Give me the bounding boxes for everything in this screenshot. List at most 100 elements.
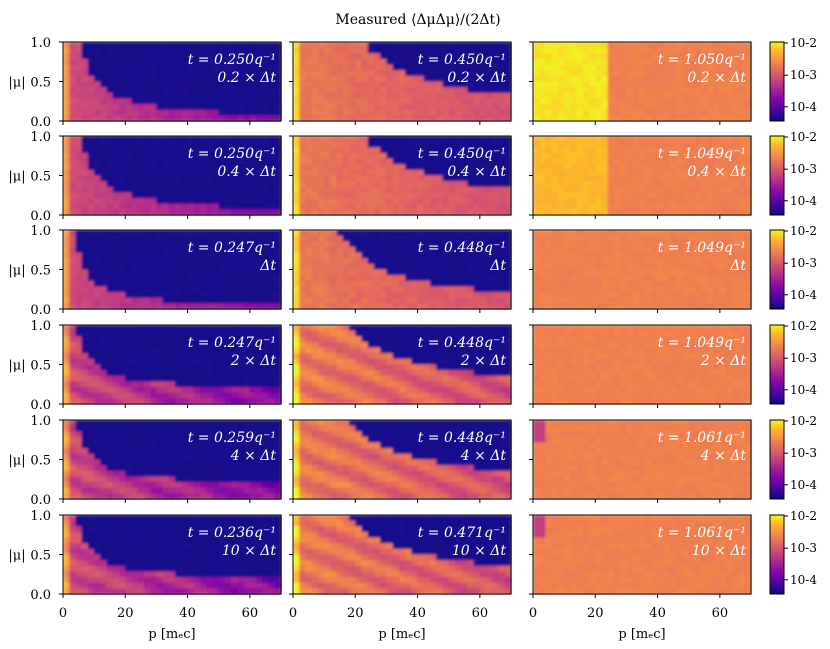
heatmap-cell	[231, 181, 238, 188]
heatmap-cell	[694, 235, 702, 242]
heatmap-cell	[324, 246, 331, 254]
heatmap-cell	[243, 104, 251, 111]
heatmap-cell	[224, 280, 232, 288]
heatmap-cell	[448, 53, 456, 60]
heatmap-cell	[243, 341, 251, 349]
heatmap-cell	[417, 186, 425, 194]
heatmap-cell	[498, 58, 506, 66]
heatmap-cell	[626, 186, 634, 194]
heatmap-cell	[694, 81, 702, 88]
heatmap-cell	[231, 109, 238, 116]
heatmap-cell	[670, 87, 677, 94]
heatmap-cell	[212, 209, 220, 216]
heatmap-cell	[150, 381, 158, 388]
heatmap-cell	[94, 341, 101, 349]
heatmap-cell	[582, 181, 590, 188]
heatmap-cell	[430, 47, 437, 54]
heatmap-cell	[601, 115, 609, 122]
heatmap-cell	[486, 98, 493, 105]
heatmap-cell	[367, 152, 375, 160]
heatmap-cell	[392, 141, 400, 148]
heatmap-cell	[112, 241, 120, 248]
heatmap-cell	[311, 198, 319, 205]
heatmap-cell	[355, 47, 363, 54]
heatmap-cell	[106, 192, 114, 199]
heatmap-cell	[539, 158, 547, 165]
heatmap-cell	[492, 70, 500, 77]
heatmap-cell	[361, 297, 369, 304]
heatmap-cell	[398, 53, 406, 60]
heatmap-cell	[411, 292, 419, 299]
heatmap-cell	[75, 209, 83, 216]
heatmap-cell	[663, 235, 671, 242]
heatmap-cell	[106, 381, 114, 388]
heatmap-cell	[187, 70, 195, 77]
heatmap-cell	[361, 141, 369, 148]
heatmap-cell	[498, 75, 506, 83]
heatmap-cell	[175, 98, 182, 105]
heatmap-cell	[430, 92, 437, 100]
heatmap-cell	[162, 292, 170, 299]
heatmap-cell	[589, 164, 596, 171]
heatmap-cell	[557, 292, 565, 299]
heatmap-cell	[582, 92, 590, 100]
heatmap-cell	[551, 42, 559, 49]
heatmap-cell	[256, 141, 263, 148]
heatmap-cell	[663, 292, 671, 299]
heatmap-cell	[405, 53, 412, 60]
heatmap-cell	[744, 181, 752, 188]
heatmap-cell	[504, 303, 512, 310]
heatmap-cell	[125, 398, 133, 405]
heatmap-cell	[218, 53, 226, 60]
heatmap-cell	[150, 269, 158, 276]
heatmap-cell	[150, 92, 158, 100]
heatmap-cell	[701, 53, 708, 60]
heatmap-cell	[143, 392, 151, 399]
heatmap-cell	[193, 297, 201, 304]
heatmap-cell	[713, 203, 721, 210]
heatmap-cell	[330, 98, 338, 105]
heatmap-cell	[137, 286, 145, 293]
heatmap-cell	[125, 147, 133, 154]
heatmap-cell	[688, 246, 696, 254]
heatmap-cell	[299, 297, 307, 304]
heatmap-cell	[243, 375, 251, 383]
panel-row1-col2: t = 0.450q⁻¹0.2 × Δt	[289, 41, 512, 125]
heatmap-cell	[626, 87, 634, 94]
heatmap-cell	[479, 275, 487, 282]
heatmap-cell	[94, 230, 101, 237]
heatmap-cell	[106, 280, 114, 288]
heatmap-cell	[417, 87, 425, 94]
heatmap-cell	[262, 325, 270, 332]
heatmap-cell	[492, 53, 500, 60]
heatmap-cell	[632, 241, 640, 248]
heatmap-cell	[411, 109, 419, 116]
heatmap-cell	[498, 186, 506, 194]
heatmap-cell	[200, 186, 207, 194]
heatmap-cell	[719, 98, 727, 105]
heatmap-cell	[613, 87, 621, 94]
heatmap-cell	[405, 292, 412, 299]
heatmap-cell	[367, 87, 375, 94]
heatmap-cell	[430, 169, 437, 177]
heatmap-cell	[249, 336, 257, 343]
heatmap-cell	[454, 75, 462, 83]
colorbar-tick-label: 10-3	[790, 162, 817, 176]
heatmap-cell	[448, 186, 456, 194]
heatmap-cell	[726, 198, 733, 205]
heatmap-cell	[112, 115, 120, 122]
heatmap-cell	[726, 246, 733, 254]
heatmap-cell	[193, 175, 201, 182]
heatmap-cell	[81, 164, 89, 171]
heatmap-cell	[181, 230, 189, 237]
heatmap-cell	[373, 246, 381, 254]
heatmap-cell	[137, 186, 145, 194]
heatmap-cell	[626, 47, 634, 54]
heatmap-cell	[626, 169, 634, 177]
heatmap-cell	[336, 42, 344, 49]
heatmap-cell	[486, 58, 493, 66]
heatmap-cell	[106, 164, 114, 171]
heatmap-cell	[112, 98, 120, 105]
heatmap-cell	[218, 392, 226, 399]
heatmap-cell	[663, 104, 671, 111]
